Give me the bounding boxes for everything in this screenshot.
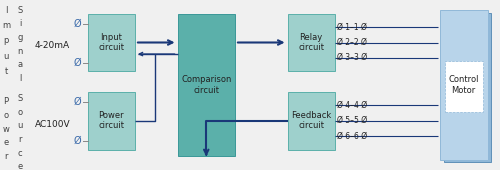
Text: S: S bbox=[18, 94, 22, 103]
Text: 4-20mA: 4-20mA bbox=[35, 41, 70, 50]
Text: Ø: Ø bbox=[74, 58, 82, 68]
Text: a: a bbox=[18, 60, 22, 69]
Text: r: r bbox=[4, 152, 8, 161]
Text: Control
Motor: Control Motor bbox=[448, 75, 479, 95]
Text: Ø 4–4 Ø: Ø 4–4 Ø bbox=[338, 101, 368, 110]
Text: Ø: Ø bbox=[74, 136, 82, 146]
Text: e: e bbox=[18, 162, 22, 170]
Bar bbox=[178, 14, 235, 156]
Text: o: o bbox=[18, 108, 22, 117]
Text: u: u bbox=[4, 52, 8, 61]
Text: Input
circuit: Input circuit bbox=[98, 33, 124, 52]
Bar bbox=[88, 14, 135, 71]
Text: Power
circuit: Power circuit bbox=[98, 111, 124, 130]
Bar bbox=[445, 61, 482, 112]
Text: Ø 1–1 Ø: Ø 1–1 Ø bbox=[338, 23, 368, 32]
Text: Ø 5–5 Ø: Ø 5–5 Ø bbox=[338, 116, 368, 125]
Text: Comparison
circuit: Comparison circuit bbox=[181, 75, 232, 95]
Bar bbox=[88, 92, 135, 150]
Text: Ø: Ø bbox=[74, 97, 82, 107]
Text: P: P bbox=[4, 98, 8, 106]
Bar bbox=[288, 92, 335, 150]
Text: r: r bbox=[18, 135, 22, 144]
Text: Ø: Ø bbox=[74, 19, 82, 29]
Text: c: c bbox=[18, 149, 22, 157]
Bar bbox=[440, 10, 488, 160]
Bar bbox=[288, 14, 335, 71]
Text: t: t bbox=[4, 67, 8, 76]
Text: I: I bbox=[5, 6, 7, 15]
Text: u: u bbox=[18, 121, 22, 130]
Text: e: e bbox=[4, 138, 8, 147]
Text: Relay
circuit: Relay circuit bbox=[298, 33, 324, 52]
Text: i: i bbox=[19, 19, 21, 28]
Text: m: m bbox=[2, 21, 10, 30]
Text: AC100V: AC100V bbox=[34, 120, 70, 129]
Text: p: p bbox=[4, 36, 8, 45]
Text: g: g bbox=[18, 33, 22, 42]
Text: l: l bbox=[19, 74, 21, 83]
Text: S: S bbox=[18, 6, 22, 15]
Bar bbox=[444, 13, 491, 162]
Text: Feedback
circuit: Feedback circuit bbox=[291, 111, 332, 130]
Text: o: o bbox=[4, 111, 8, 120]
Text: n: n bbox=[18, 47, 22, 55]
Text: Ø 2–2 Ø: Ø 2–2 Ø bbox=[338, 38, 368, 47]
Text: w: w bbox=[2, 125, 10, 134]
Text: Ø 6–6 Ø: Ø 6–6 Ø bbox=[338, 132, 368, 140]
Text: Ø 3–3 Ø: Ø 3–3 Ø bbox=[338, 53, 368, 62]
